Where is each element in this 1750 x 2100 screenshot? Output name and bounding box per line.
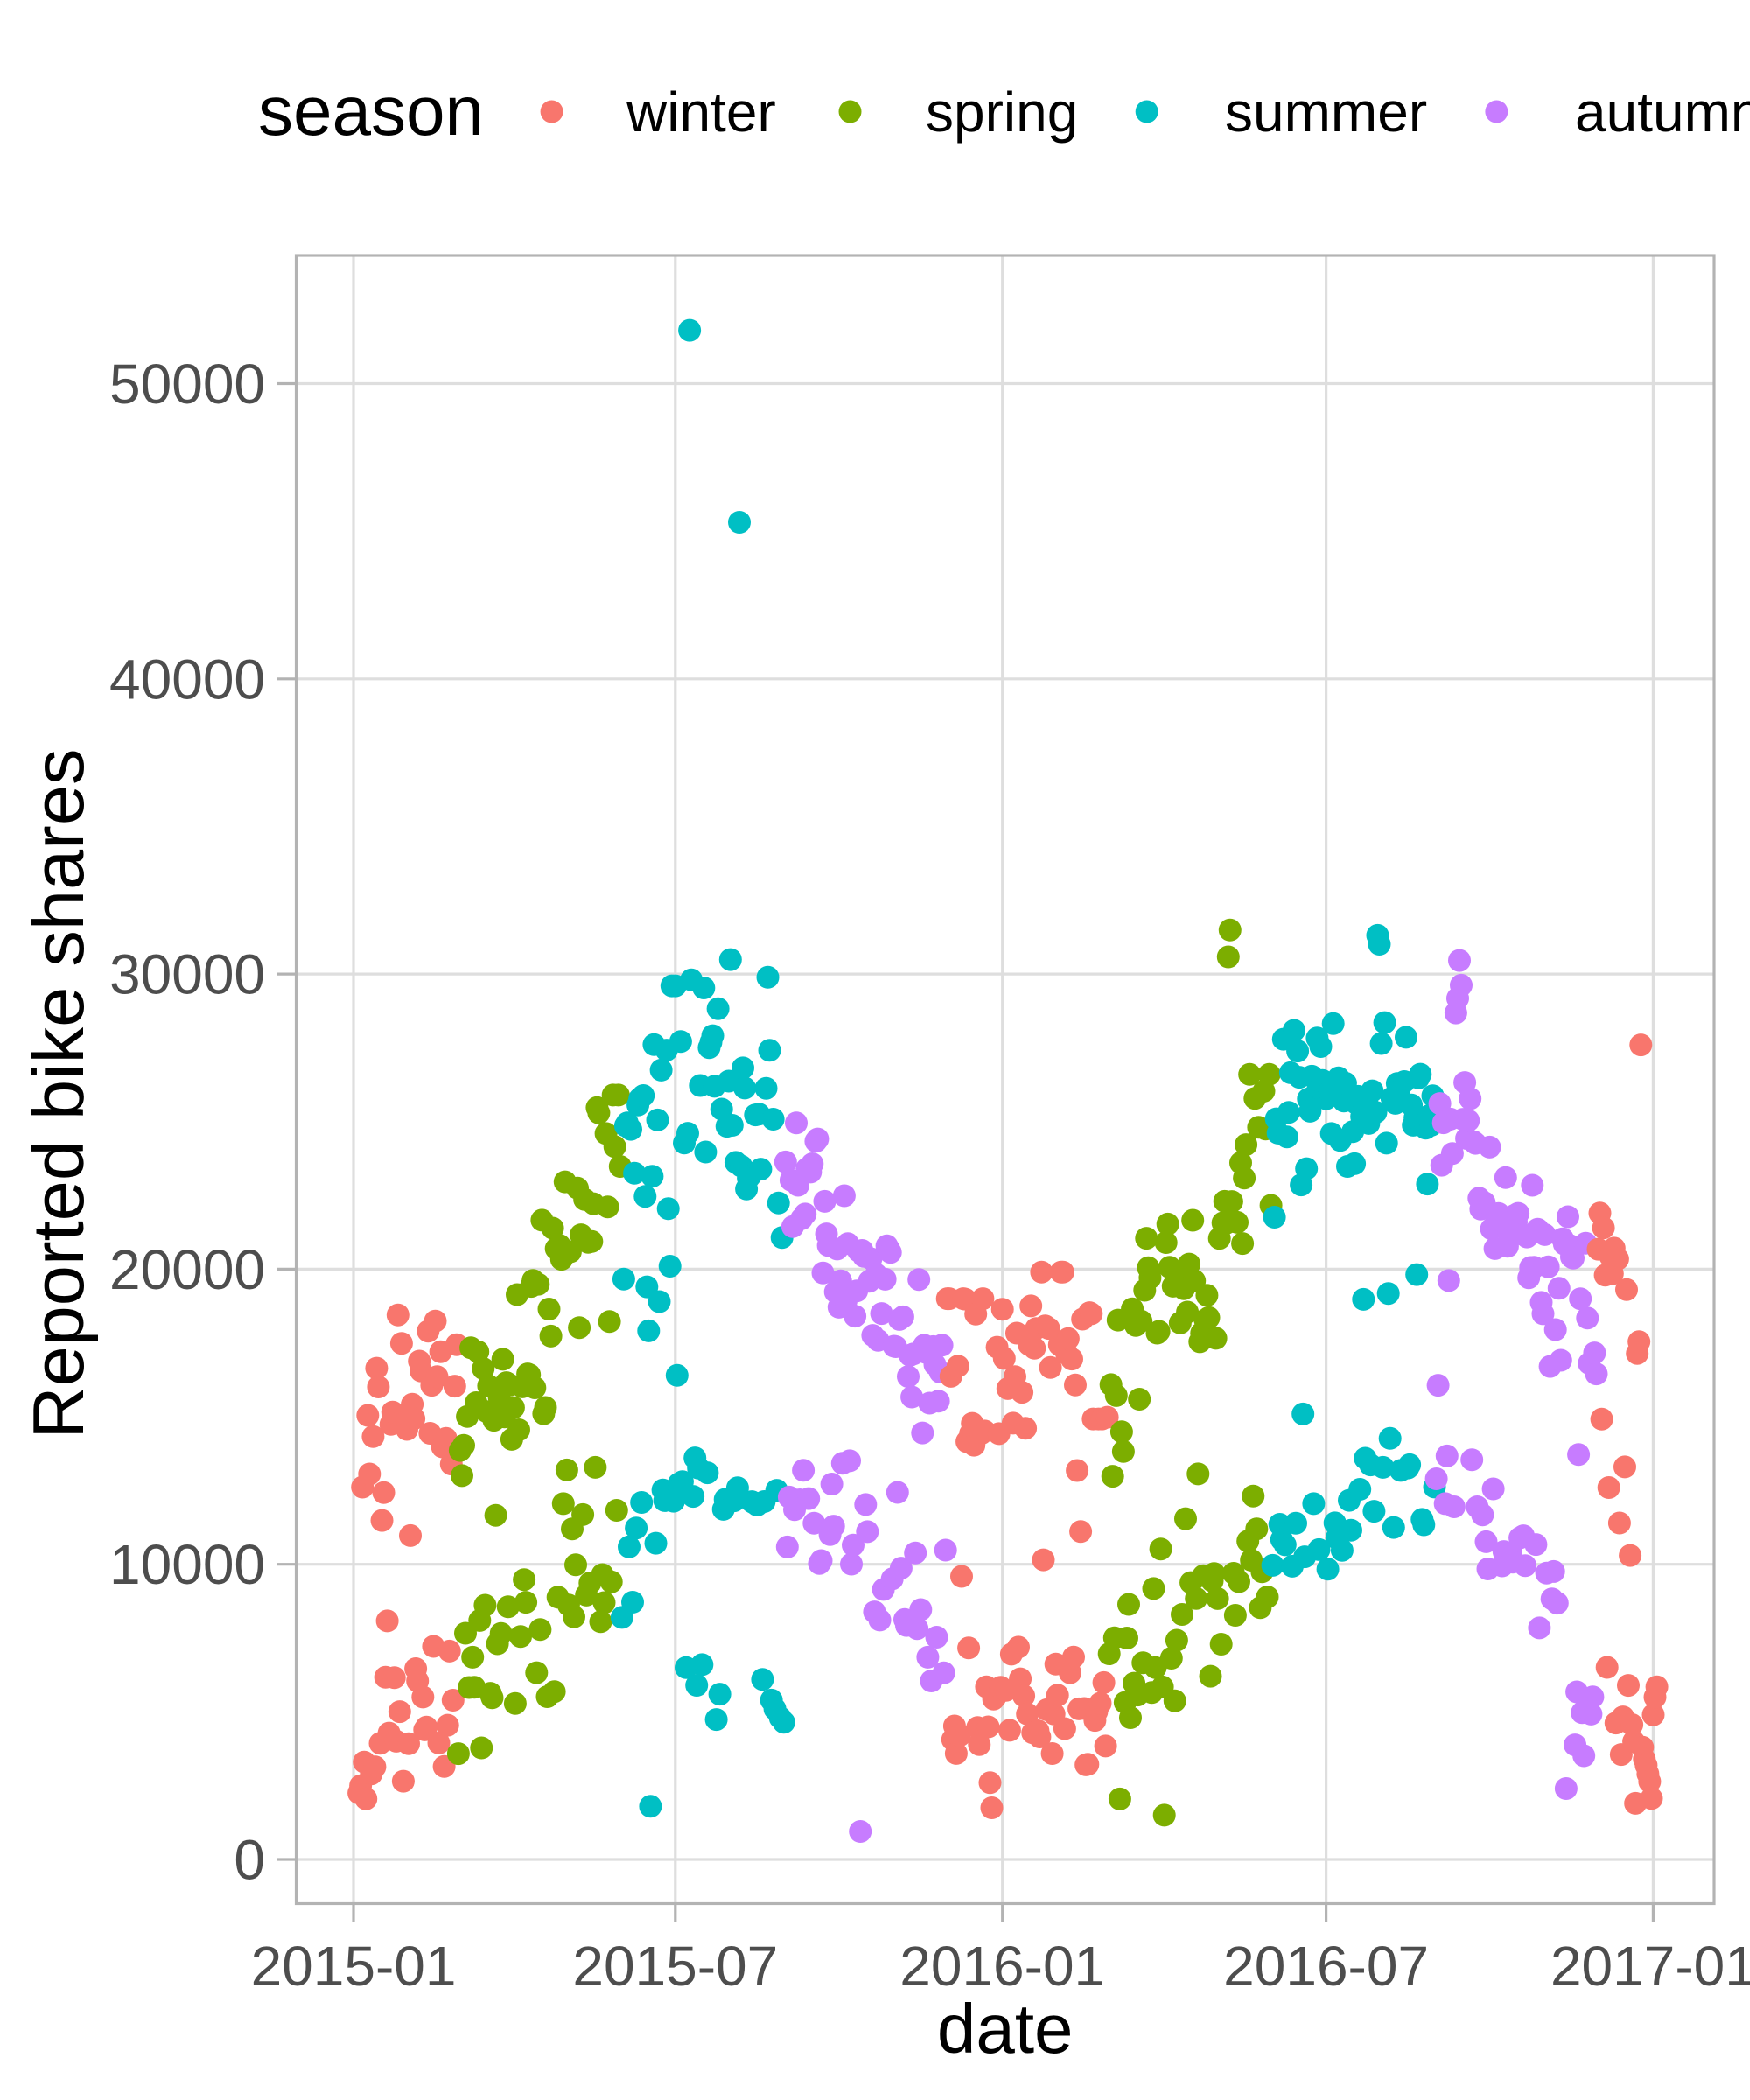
svg-text:20000: 20000 <box>109 1238 265 1301</box>
svg-text:autumn: autumn <box>1575 80 1750 144</box>
svg-text:2017-01: 2017-01 <box>1550 1935 1750 1998</box>
svg-text:2016-07: 2016-07 <box>1223 1935 1429 1998</box>
svg-text:Reported bike shares: Reported bike shares <box>18 749 99 1439</box>
svg-text:summer: summer <box>1225 80 1427 144</box>
svg-text:winter: winter <box>626 80 776 144</box>
svg-text:50000: 50000 <box>109 353 265 416</box>
svg-text:10000: 10000 <box>109 1533 265 1596</box>
svg-text:season: season <box>258 72 484 150</box>
svg-text:2016-01: 2016-01 <box>900 1935 1105 1998</box>
svg-text:30000: 30000 <box>109 943 265 1006</box>
svg-text:date: date <box>937 1990 1074 2068</box>
svg-text:2015-01: 2015-01 <box>251 1935 457 1998</box>
svg-text:0: 0 <box>234 1829 265 1892</box>
svg-text:2015-07: 2015-07 <box>572 1935 778 1998</box>
svg-text:spring: spring <box>926 80 1078 144</box>
svg-text:40000: 40000 <box>109 648 265 710</box>
